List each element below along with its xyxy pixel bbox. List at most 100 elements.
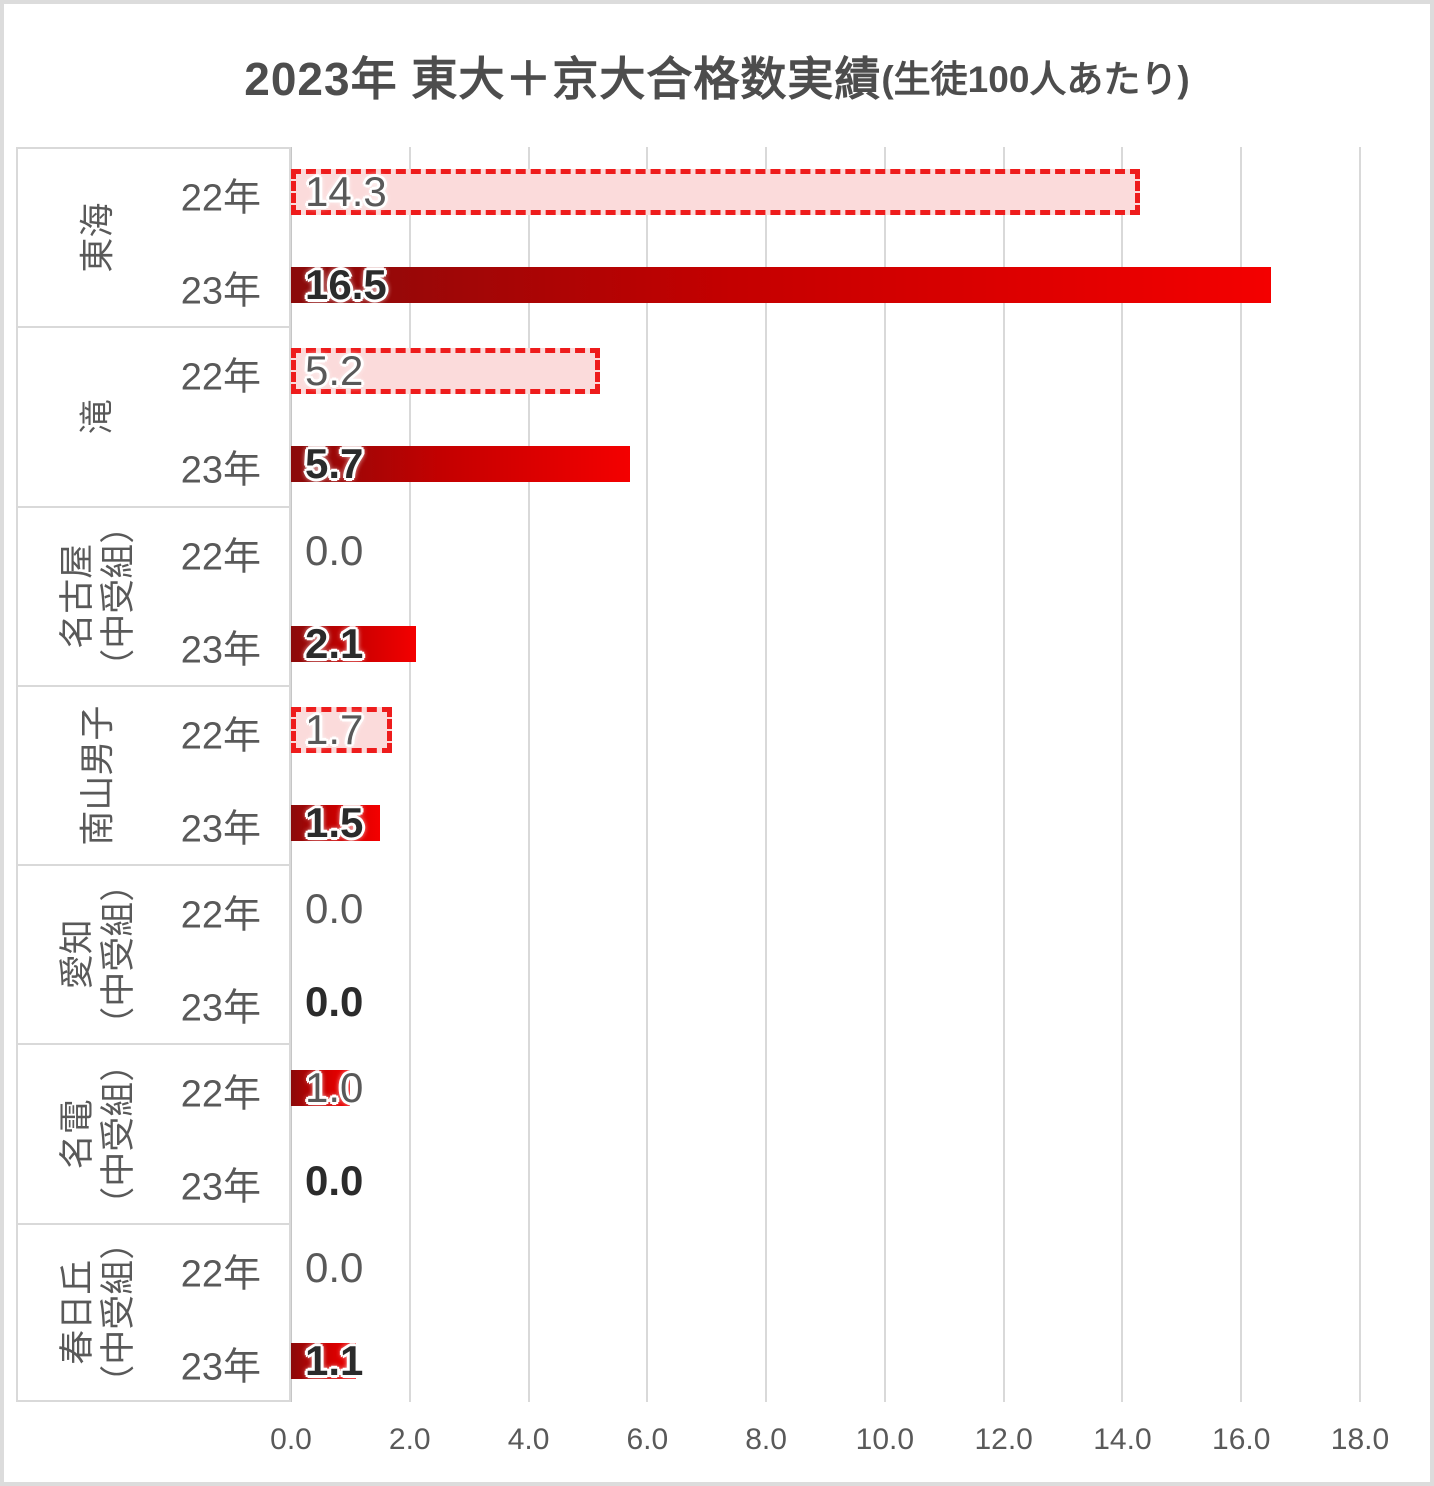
x-tick-label: 0.0 [270,1423,312,1456]
year-tick-label: 23年 [180,1346,261,1389]
bar-value-label: 1.5 [305,798,364,846]
year-tick-label: 22年 [180,894,261,937]
category-label: 南山男子 [77,705,118,845]
category-label: 春日丘 （中受組） [57,1225,140,1400]
bar-value-label: 0.0 [305,1157,364,1205]
category-cell: 名古屋 （中受組） 22年 23年 [16,505,291,685]
x-tick-label: 2.0 [388,1423,431,1456]
category-label: 名電 （中受組） [57,1047,140,1222]
year-tick-label: 22年 [180,177,261,220]
bar-value-label: 1.1 [305,1336,364,1384]
x-tick-label: 14.0 [1093,1423,1152,1456]
chart-title: 2023年 東大＋京大合格数実績 (生徒100人あたり) [4,4,1430,147]
category-label-line: （中受組） [99,867,139,1043]
bar-value-label: 14.3 [305,168,387,215]
bar-sections: 14.3 16.5 5.2 5.7 0.0 2.1 1.7 1.5 0.0 0.0 1.0 0.0 0.… [291,147,1430,1402]
category-label-line: 名電 [57,1099,97,1170]
year-tick-label: 23年 [180,629,261,672]
category-label-box: 東海 [18,149,178,326]
bar-section: 1.7 1.5 [291,685,1430,864]
category-cell: 名電 （中受組） 22年 23年 [16,1043,291,1223]
category-label-box: 愛知 （中受組） [18,866,178,1043]
bar-value-label: 0.0 [305,885,364,933]
x-tick-label: 12.0 [974,1423,1033,1456]
bar-23 [291,267,1271,303]
x-tick-label: 8.0 [745,1423,787,1456]
category-label-line: 名古屋 [57,543,97,649]
bar-22 [291,706,392,753]
year-tick-label: 23年 [180,987,261,1030]
gridline [765,147,768,1402]
bar-value-label: 0.0 [305,1243,364,1291]
chart-body: 東海 22年 23年滝 22年 23年 名古屋 （中受組） 22年 23年 南山男子 22年 23年愛… [16,147,1430,1402]
category-cell: 滝 22年 23年 [16,326,291,506]
gridlines-layer [291,147,1430,1402]
gridline [883,147,886,1402]
bar-section: 0.0 2.1 [291,506,1430,685]
category-label-line: 東海 [78,202,118,273]
category-label-box: 南山男子 [18,687,178,864]
bar-22 [291,1070,351,1107]
bar-value-label: 16.5 [305,261,387,308]
bar-section: 0.0 0.0 [291,864,1430,1043]
category-column: 東海 22年 23年滝 22年 23年 名古屋 （中受組） 22年 23年 南山男子 22年 23年愛… [16,147,291,1402]
category-label-box: 滝 [18,328,178,505]
x-axis: 0.0 2.0 4.0 6.0 8.0 10.0 12.0 14.0 16.0 18.0 [270,1402,1430,1478]
year-tick-label: 22年 [180,715,261,758]
category-cell: 東海 22年 23年 [16,147,291,327]
category-label-line: 愛知 [57,919,97,990]
year-tick-label: 23年 [180,270,261,313]
category-label-line: 南山男子 [78,705,118,846]
bar-23 [291,804,381,841]
category-label-line: （中受組） [99,1046,139,1222]
year-tick-label: 22年 [180,536,261,579]
category-label-line: 滝 [78,399,118,435]
x-tick-label: 6.0 [626,1423,669,1456]
gridline [1002,147,1005,1402]
bar-section: 0.0 1.1 [291,1223,1430,1402]
category-label: 愛知 （中受組） [57,867,140,1042]
gridline [646,147,649,1402]
year-tick-label: 22年 [180,1073,261,1116]
year-tick-label: 23年 [180,449,261,492]
category-label-line: （中受組） [99,1224,139,1400]
category-label: 滝 [77,399,118,434]
bar-value-label: 5.7 [305,440,364,488]
category-label-line: （中受組） [99,508,139,684]
gridline [1121,147,1124,1402]
year-tick-label: 23年 [180,1166,261,1209]
plot-area: 14.3 16.5 5.2 5.7 0.0 2.1 1.7 1.5 0.0 0.0 1.0 0.0 0.… [291,147,1430,1402]
bar-value-label: 0.0 [305,978,364,1026]
category-label-line: 春日丘 [57,1259,97,1365]
bar-section: 1.0 0.0 [291,1043,1430,1222]
bar-22 [291,348,600,395]
bar-value-label: 1.0 [305,1064,364,1112]
bar-value-label: 5.2 [305,347,364,395]
bar-value-label: 1.7 [305,705,364,753]
x-tick-label: 18.0 [1330,1423,1390,1456]
chart-title-main: 2023年 東大＋京大合格数実績 [244,52,882,105]
bar-value-label: 2.1 [305,619,364,667]
bar-23 [291,625,416,662]
gridline [1359,147,1361,1402]
category-cell: 愛知 （中受組） 22年 23年 [16,864,291,1044]
category-label-box: 名電 （中受組） [18,1045,178,1222]
year-tick-label: 22年 [180,356,261,399]
category-label: 東海 [77,203,118,273]
bar-value-label: 0.0 [305,526,364,574]
bar-section: 5.2 5.7 [291,326,1430,505]
axis-line [291,147,292,1402]
category-label: 名古屋 （中受組） [57,509,140,684]
year-tick-label: 22年 [180,1253,261,1296]
bar-23 [291,1342,357,1379]
bar-22 [291,169,1141,215]
bar-23 [291,446,630,483]
x-tick-label: 4.0 [507,1423,550,1456]
category-label-box: 春日丘 （中受組） [18,1225,178,1400]
x-tick-label: 16.0 [1212,1423,1271,1456]
chart-title-sub: (生徒100人あたり) [881,58,1190,100]
category-cell: 南山男子 22年 23年 [16,684,291,865]
bar-section: 14.3 16.5 [291,147,1430,326]
gridline [1240,147,1243,1402]
